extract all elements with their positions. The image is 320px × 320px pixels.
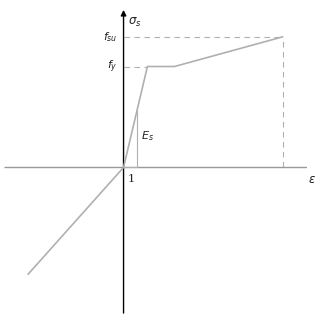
Text: $E_s$: $E_s$ [141,130,154,143]
Text: $\varepsilon$: $\varepsilon$ [308,173,316,186]
Text: $\sigma_s$: $\sigma_s$ [128,16,142,29]
Text: 1: 1 [127,174,134,184]
Text: $f_{su}$: $f_{su}$ [103,30,118,44]
Text: $f_y$: $f_y$ [108,58,118,75]
